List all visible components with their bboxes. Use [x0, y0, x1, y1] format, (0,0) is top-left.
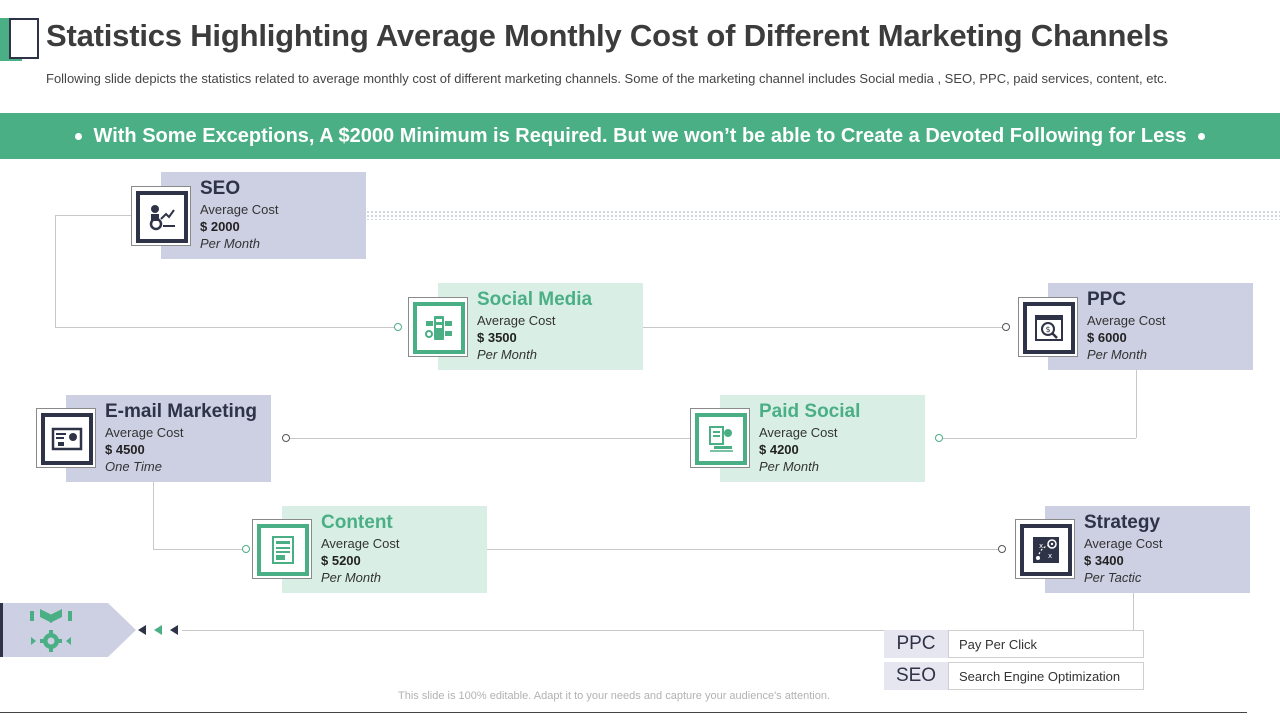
banner-text: With Some Exceptions, A $2000 Minimum is…	[93, 124, 1187, 147]
svg-text:x: x	[1048, 552, 1052, 560]
ppc-icon-box: $	[1018, 297, 1078, 357]
legend-abbr-seo: SEO	[884, 662, 948, 690]
content-icon	[272, 536, 294, 564]
channel-name: Strategy	[1084, 512, 1161, 533]
svg-text:x: x	[1039, 542, 1043, 550]
svg-text:$: $	[1046, 325, 1051, 334]
connector	[643, 327, 1003, 328]
cost-label: Average Cost	[200, 202, 279, 217]
channel-card-seo: SEO Average Cost $ 2000 Per Month	[161, 172, 366, 259]
seo-icon-box	[131, 186, 191, 246]
cost-period: Per Month	[477, 347, 537, 362]
connector	[487, 549, 999, 550]
channel-card-strategy: Strategy Average Cost $ 3400 Per Tactic	[1045, 506, 1250, 593]
cost-label: Average Cost	[759, 425, 838, 440]
megaphone-gear-icon	[30, 609, 72, 652]
legend-text-ppc: Pay Per Click	[948, 630, 1144, 658]
connector	[941, 438, 1136, 439]
cost-amount: $ 3400	[1084, 553, 1124, 568]
footer-note: This slide is 100% editable. Adapt it to…	[398, 690, 830, 702]
connector	[153, 482, 154, 549]
connector-node	[394, 323, 402, 331]
social-media-icon	[425, 316, 452, 340]
cost-period: Per Month	[321, 570, 381, 585]
connector-node	[1002, 323, 1010, 331]
legend-text-seo: Search Engine Optimization	[948, 662, 1144, 690]
page-title: Statistics Highlighting Average Monthly …	[46, 18, 1169, 53]
email-icon	[51, 427, 83, 451]
corner-badge	[0, 603, 136, 657]
legend-abbr-ppc: PPC	[884, 630, 948, 658]
connector	[55, 327, 395, 328]
email-icon-box	[36, 408, 96, 468]
ppc-icon: $	[1035, 315, 1063, 341]
channel-name: Paid Social	[759, 401, 861, 422]
connector	[182, 630, 1133, 631]
cost-amount: $ 4200	[759, 442, 799, 457]
bullet-dot-right	[1198, 132, 1206, 140]
cost-period: Per Month	[759, 459, 819, 474]
channel-name: PPC	[1087, 289, 1127, 310]
connector-node	[998, 545, 1006, 553]
cost-period: Per Month	[1087, 347, 1147, 362]
cost-label: Average Cost	[1084, 536, 1163, 551]
footer-divider	[0, 712, 1247, 713]
cost-label: Average Cost	[105, 425, 184, 440]
highlight-banner: With Some Exceptions, A $2000 Minimum is…	[0, 113, 1280, 159]
cost-label: Average Cost	[1087, 313, 1166, 328]
paid-social-icon	[709, 426, 733, 452]
cost-label: Average Cost	[477, 313, 556, 328]
channel-name: Social Media	[477, 289, 593, 310]
dotted-band	[366, 210, 1280, 220]
strategy-icon: x x	[1033, 537, 1059, 563]
cost-amount: $ 3500	[477, 330, 517, 345]
connector	[55, 215, 56, 327]
channel-name: E-mail Marketing	[105, 401, 258, 422]
cost-amount: $ 6000	[1087, 330, 1127, 345]
triple-arrow-icon	[138, 625, 178, 635]
direction-arrows	[137, 623, 182, 637]
connector	[1133, 593, 1134, 630]
channel-card-paid-social: Paid Social Average Cost $ 4200 Per Mont…	[720, 395, 925, 482]
channel-name: SEO	[200, 178, 241, 199]
seo-icon	[149, 205, 175, 231]
cost-amount: $ 5200	[321, 553, 361, 568]
cost-period: One Time	[105, 459, 162, 474]
title-accent-frame	[9, 18, 39, 59]
connector-node	[935, 434, 943, 442]
connector	[153, 549, 243, 550]
channel-card-content: Content Average Cost $ 5200 Per Month	[282, 506, 487, 593]
cost-amount: $ 4500	[105, 442, 145, 457]
marketing-badge	[0, 603, 136, 657]
connector	[1136, 370, 1137, 438]
cost-period: Per Month	[200, 236, 260, 251]
content-icon-box	[252, 519, 312, 579]
strategy-icon-box: x x	[1015, 519, 1075, 579]
channel-card-ppc: PPC Average Cost $ 6000 Per Month	[1048, 283, 1253, 370]
connector-node	[242, 545, 250, 553]
social-media-icon-box	[408, 297, 468, 357]
connector-node	[282, 434, 290, 442]
cost-period: Per Tactic	[1084, 570, 1142, 585]
connector	[287, 438, 690, 439]
connector	[55, 215, 131, 216]
bullet-dot-left	[74, 132, 82, 140]
channel-card-social-media: Social Media Average Cost $ 3500 Per Mon…	[438, 283, 643, 370]
channel-card-email-marketing: E-mail Marketing Average Cost $ 4500 One…	[66, 395, 271, 482]
cost-label: Average Cost	[321, 536, 400, 551]
cost-amount: $ 2000	[200, 219, 240, 234]
page-subtitle: Following slide depicts the statistics r…	[46, 71, 1168, 86]
paid-social-icon-box	[690, 408, 750, 468]
channel-name: Content	[321, 512, 393, 533]
